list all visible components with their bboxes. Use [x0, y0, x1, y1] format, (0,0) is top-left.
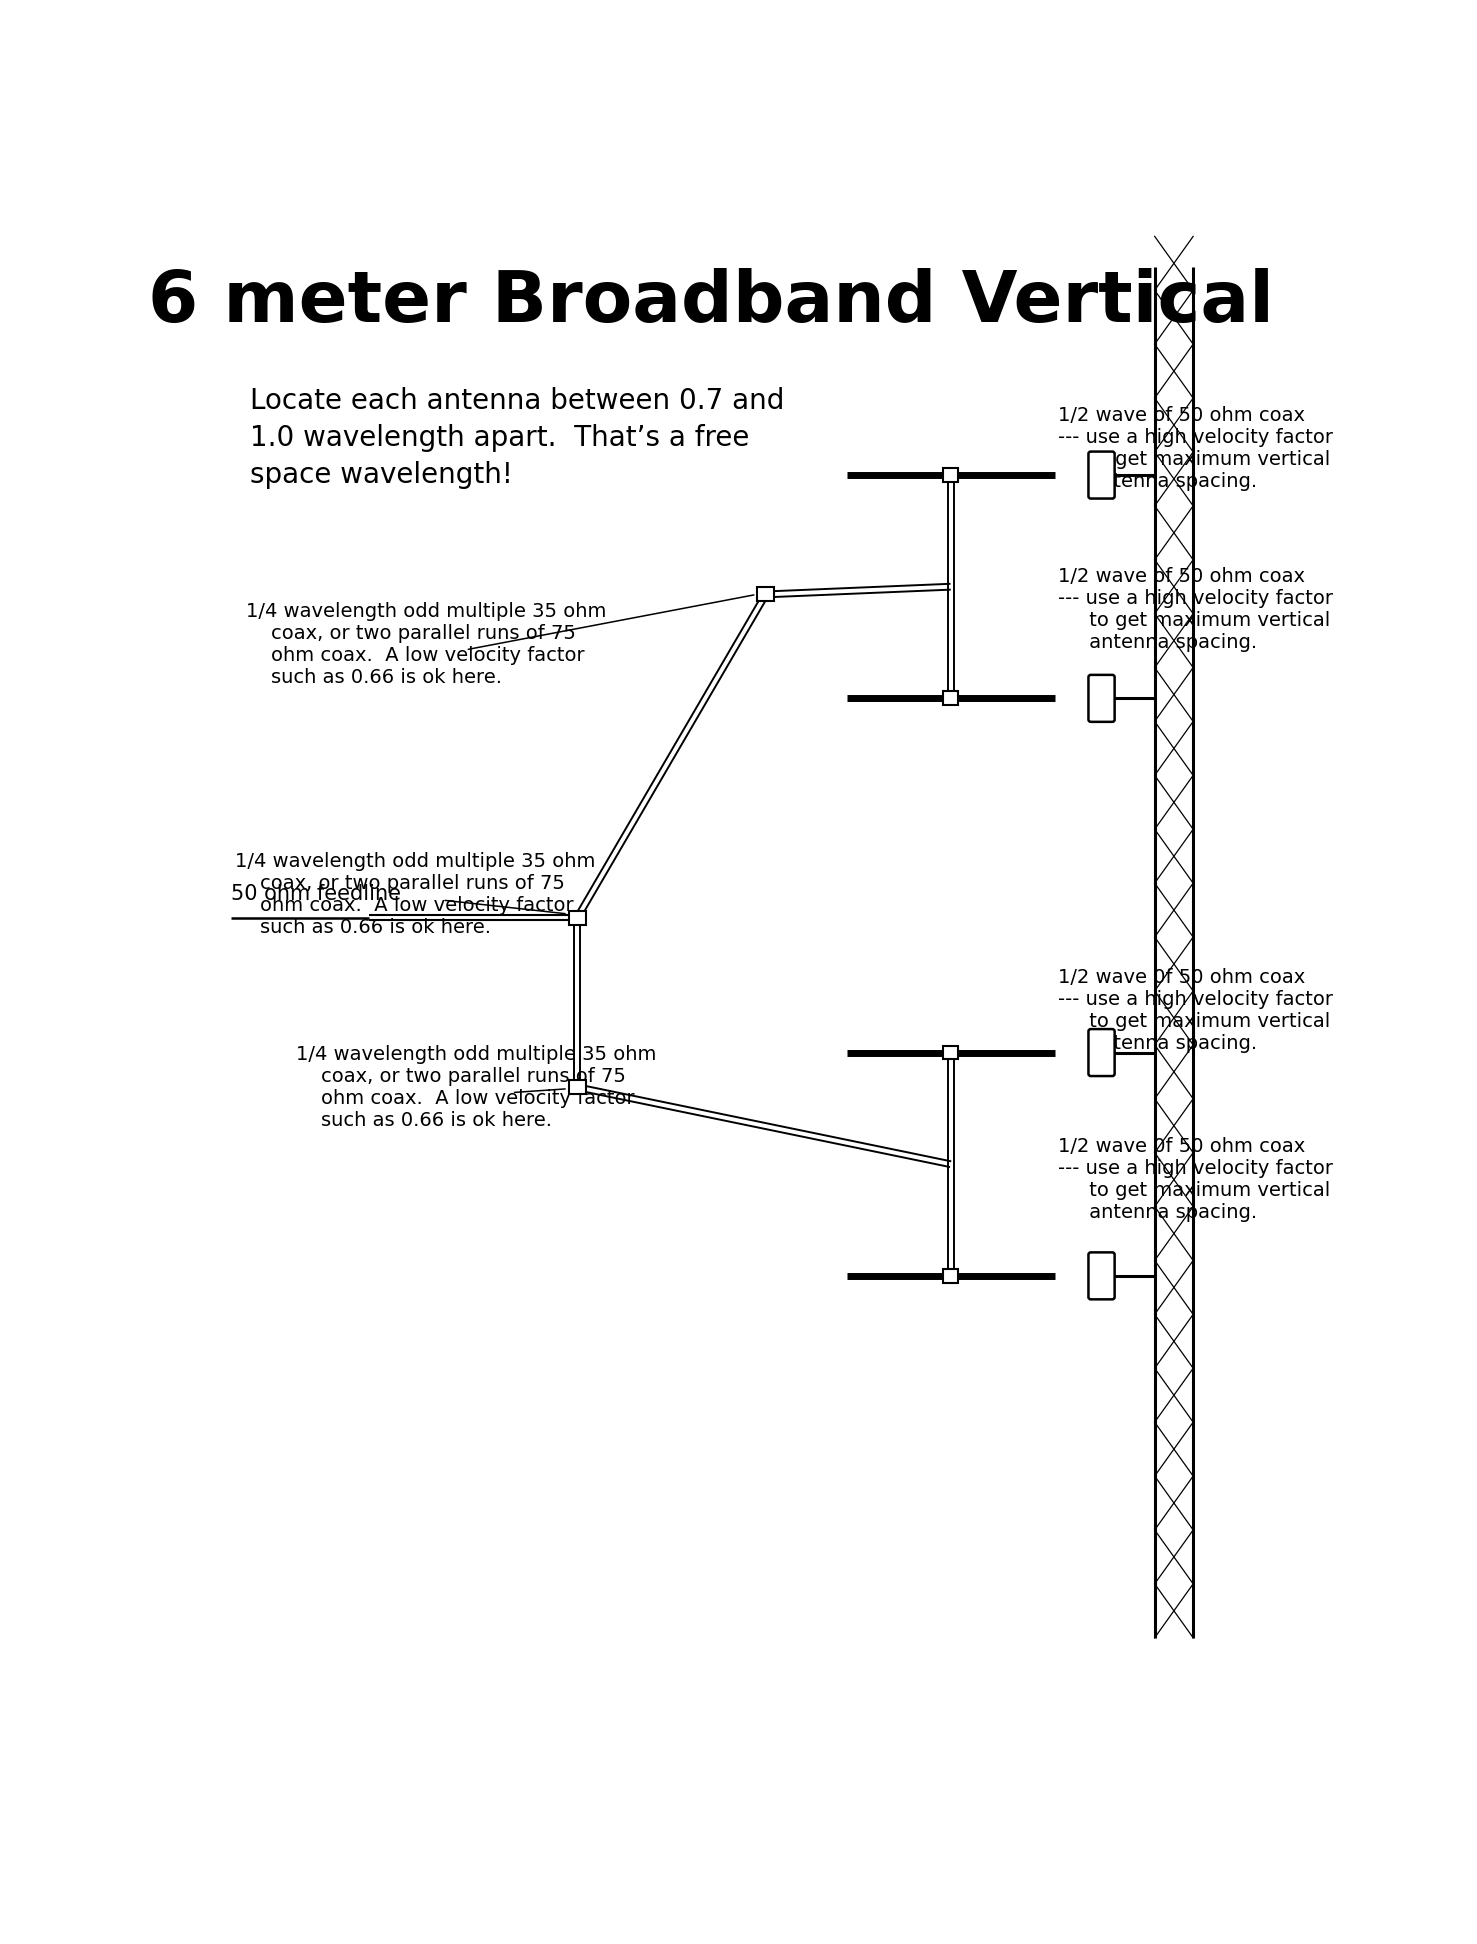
Text: 1/4 wavelength odd multiple 35 ohm
    coax, or two parallel runs of 75
    ohm : 1/4 wavelength odd multiple 35 ohm coax,…: [247, 603, 607, 686]
Text: 1/4 wavelength odd multiple 35 ohm
    coax, or two parallel runs of 75
    ohm : 1/4 wavelength odd multiple 35 ohm coax,…: [295, 1044, 656, 1129]
FancyBboxPatch shape: [1089, 1252, 1115, 1299]
Text: 50 ohm feedline: 50 ohm feedline: [230, 885, 400, 904]
Text: 1/4 wavelength odd multiple 35 ohm
    coax, or two parallel runs of 75
    ohm : 1/4 wavelength odd multiple 35 ohm coax,…: [235, 851, 595, 937]
Text: 1/2 wave of 50 ohm coax
--- use a high velocity factor
     to get maximum verti: 1/2 wave of 50 ohm coax --- use a high v…: [1059, 406, 1334, 490]
Text: 6 meter Broadband Vertical: 6 meter Broadband Vertical: [149, 268, 1275, 336]
Text: Locate each antenna between 0.7 and
1.0 wavelength apart.  That’s a free
space w: Locate each antenna between 0.7 and 1.0 …: [250, 387, 784, 488]
Bar: [569, 912, 586, 925]
Bar: [942, 692, 959, 706]
Text: 1/2 wave 0f 50 ohm coax
--- use a high velocity factor
     to get maximum verti: 1/2 wave 0f 50 ohm coax --- use a high v…: [1059, 968, 1334, 1054]
Bar: [758, 587, 774, 601]
Bar: [569, 1081, 586, 1094]
FancyBboxPatch shape: [1089, 675, 1115, 721]
Text: 1/2 wave of 50 ohm coax
--- use a high velocity factor
     to get maximum verti: 1/2 wave of 50 ohm coax --- use a high v…: [1059, 568, 1334, 653]
Text: 1/2 wave 0f 50 ohm coax
--- use a high velocity factor
     to get maximum verti: 1/2 wave 0f 50 ohm coax --- use a high v…: [1059, 1137, 1334, 1223]
Bar: [942, 1046, 959, 1059]
Bar: [942, 469, 959, 482]
FancyBboxPatch shape: [1089, 1028, 1115, 1077]
FancyBboxPatch shape: [1089, 451, 1115, 498]
Bar: [942, 1269, 959, 1283]
